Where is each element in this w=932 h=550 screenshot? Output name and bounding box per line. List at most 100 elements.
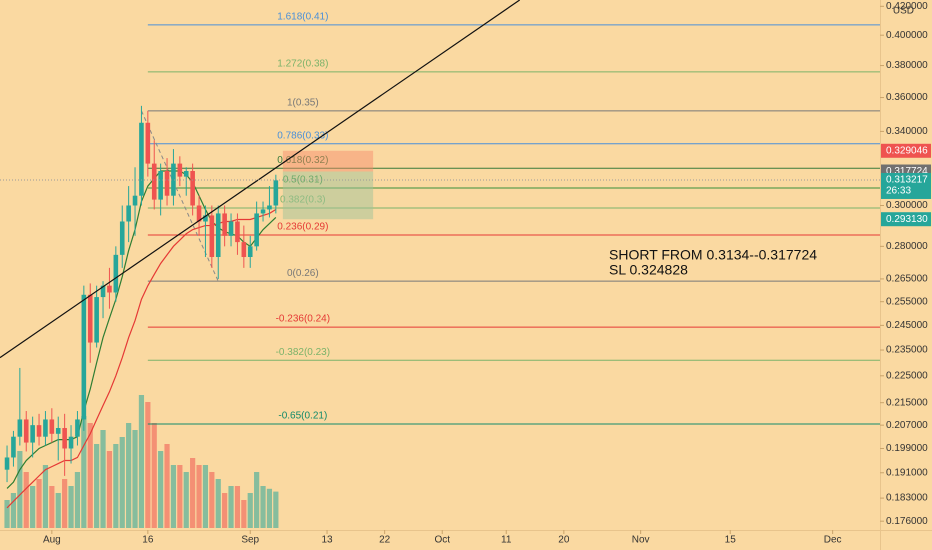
fib-label: 1.618(0.41): [277, 12, 328, 23]
candle-body: [260, 209, 266, 214]
volume-bar: [132, 430, 138, 528]
fib-label: -0.382(0.23): [276, 347, 330, 358]
candle-body: [158, 170, 163, 200]
volume-bar: [247, 493, 253, 528]
x-tick-label: 22: [379, 535, 391, 546]
volume-bar: [228, 486, 234, 528]
volume-bar: [62, 479, 68, 528]
candle-body: [235, 221, 240, 243]
x-tick-label: Oct: [434, 535, 450, 546]
volume-bar: [4, 500, 10, 528]
volume-bar: [68, 486, 74, 528]
y-tick-label: 0.191000: [886, 467, 928, 478]
annotation: SHORT FROM 0.3134--0.317724: [609, 247, 817, 263]
candle-body: [126, 205, 131, 222]
y-tick-label: 0.255000: [886, 296, 928, 307]
candle-body: [17, 419, 23, 437]
volume-bar: [42, 465, 49, 528]
fib-label: 1(0.35): [287, 98, 319, 109]
candle-body: [222, 213, 227, 236]
volume-bar: [177, 465, 183, 528]
y-tick-label: 0.176000: [886, 516, 928, 527]
countdown: 26:33: [886, 186, 911, 197]
candle-body: [68, 436, 74, 449]
price-tag-label: 0.329046: [886, 145, 928, 156]
candle-body: [164, 170, 170, 196]
volume-bar: [202, 465, 209, 528]
y-tick-label: 0.280000: [886, 241, 928, 252]
fib-label: 0(0.26): [287, 268, 319, 279]
target-zone: [282, 171, 374, 220]
y-tick-label: 0.225000: [886, 370, 928, 381]
fib-label: 0.236(0.29): [277, 222, 328, 233]
volume-bar: [36, 479, 42, 528]
x-tick-label: Aug: [43, 535, 61, 546]
volume-bar: [158, 451, 164, 528]
y-tick-label: 0.245000: [886, 320, 928, 331]
candle-body: [81, 294, 87, 420]
fib-label: 1.272(0.38): [277, 58, 328, 69]
x-tick-label: Sep: [241, 535, 259, 546]
x-tick-label: 15: [725, 535, 737, 546]
candle-body: [36, 425, 42, 437]
candle-body: [100, 285, 106, 298]
x-tick-label: 16: [142, 535, 154, 546]
candle-body: [171, 163, 176, 196]
price-tag-label: 0.317724: [886, 166, 928, 177]
candle-body: [119, 221, 125, 255]
candle-body: [273, 180, 279, 206]
volume-bar: [164, 444, 170, 528]
volume-bar: [100, 430, 106, 528]
y-tick-label: 0.420000: [886, 1, 928, 12]
y-tick-label: 0.183000: [886, 493, 928, 504]
candle-body: [139, 122, 144, 196]
candle-body: [215, 213, 221, 257]
candle-body: [203, 215, 208, 222]
currency: USD: [893, 6, 914, 17]
volume-bar: [170, 465, 177, 528]
volume-bar: [87, 423, 93, 528]
volume-bar: [23, 472, 29, 528]
stop-zone: [282, 150, 374, 172]
y-tick-label: 0.235000: [886, 345, 928, 356]
volume-bar: [30, 486, 36, 528]
candle-body: [87, 294, 93, 343]
volume-bar: [266, 488, 273, 528]
candle-body: [75, 419, 80, 437]
candle-body: [11, 436, 16, 458]
candle-body: [241, 242, 247, 257]
price-tag: [881, 172, 931, 199]
price-tag: [881, 212, 931, 227]
trendline: [0, 0, 521, 359]
candle-body: [254, 213, 259, 247]
candle-body: [107, 285, 112, 293]
x-tick-label: Nov: [632, 535, 650, 546]
volume-bar: [55, 493, 61, 528]
candle-body: [132, 195, 138, 206]
volume-bar: [49, 486, 55, 528]
fib-label: 0.786(0.33): [277, 130, 328, 141]
candle-body: [55, 428, 61, 434]
candle-body: [190, 170, 195, 206]
candle-body: [113, 254, 119, 293]
volume-bar: [209, 472, 215, 528]
candle-body: [183, 170, 189, 177]
candle-body: [177, 163, 183, 177]
volume-bar: [241, 500, 247, 528]
volume-bar: [126, 423, 132, 528]
candle-body: [151, 163, 157, 200]
candle-body: [145, 122, 151, 164]
price-tag: [881, 143, 931, 158]
volume-bar: [196, 465, 202, 528]
x-tick-label: Dec: [824, 535, 842, 546]
candle-body: [23, 419, 29, 443]
annotation: SL 0.324828: [609, 262, 688, 278]
candle-body: [196, 205, 202, 222]
volume-bar: [260, 486, 266, 528]
candle-body: [49, 419, 55, 434]
y-tick-label: 0.300000: [886, 200, 928, 211]
candle-body: [228, 221, 234, 236]
volume-bar: [17, 451, 23, 528]
volume-bar: [94, 444, 100, 528]
